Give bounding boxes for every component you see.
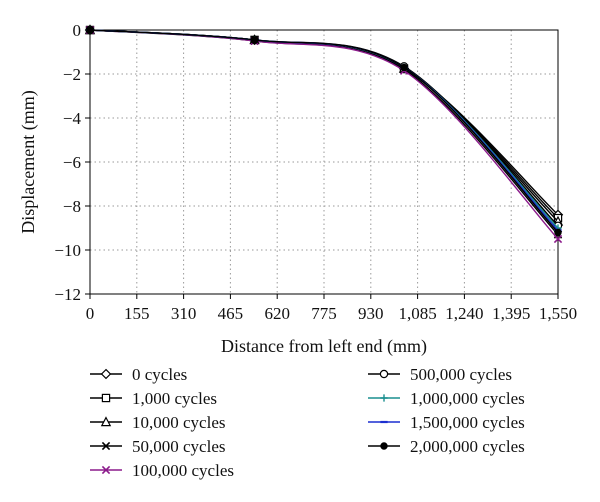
series-lines [84, 24, 564, 244]
legend-label: 100,000 cycles [132, 461, 234, 480]
legend-marker [380, 394, 388, 402]
series-line [89, 29, 559, 227]
legend-label: 500,000 cycles [410, 365, 512, 384]
data-point-marker [554, 228, 562, 237]
legend-label: 10,000 cycles [132, 413, 225, 432]
legend-marker [380, 442, 388, 450]
y-tick-label: −6 [63, 153, 81, 172]
grid-lines [90, 30, 558, 294]
legend-marker [100, 416, 112, 427]
x-tick-label: 310 [171, 304, 197, 323]
legend-label: 2,000,000 cycles [410, 437, 525, 456]
x-tick-label: 1,085 [398, 304, 436, 323]
axis-ticks: 0 155 310 465 620 775 930 1,085 1,240 1,395 1,550 0… [54, 21, 577, 323]
x-tick-label: 0 [86, 304, 95, 323]
legend-label: 0 cycles [132, 365, 187, 384]
x-tick-label: 775 [311, 304, 337, 323]
legend-label: 1,000 cycles [132, 389, 217, 408]
x-tick-label: 930 [358, 304, 384, 323]
data-point-marker [86, 26, 94, 34]
x-tick-label: 155 [124, 304, 150, 323]
legend-marker [379, 369, 389, 379]
y-tick-label: −2 [63, 65, 81, 84]
legend-marker [101, 465, 111, 475]
legend-label: 50,000 cycles [132, 437, 225, 456]
legend-marker [101, 393, 111, 403]
data-point-marker [553, 234, 563, 244]
legend: 0 cycles 1,000 cycles 10,000 cycles 50,000 … [90, 365, 525, 480]
x-tick-label: 1,395 [492, 304, 530, 323]
series-line [89, 29, 559, 236]
y-axis-title: Displacement (mm) [18, 90, 39, 233]
data-point-marker [250, 36, 259, 44]
legend-label: 1,500,000 cycles [410, 413, 525, 432]
data-point-marker [400, 63, 408, 72]
x-axis-title: Distance from left end (mm) [221, 336, 427, 357]
legend-marker [101, 441, 111, 451]
y-tick-label: −10 [54, 241, 81, 260]
x-tick-label: 620 [264, 304, 290, 323]
x-tick-label: 1,240 [445, 304, 483, 323]
series-line [89, 29, 559, 233]
y-tick-label: −4 [63, 109, 82, 128]
y-tick-label: −8 [63, 197, 81, 216]
legend-marker [100, 368, 112, 380]
y-tick-label: −12 [54, 285, 81, 304]
legend-label: 1,000,000 cycles [410, 389, 525, 408]
x-tick-label: 1,550 [539, 304, 577, 323]
y-tick-label: 0 [73, 21, 82, 40]
x-tick-label: 465 [218, 304, 244, 323]
